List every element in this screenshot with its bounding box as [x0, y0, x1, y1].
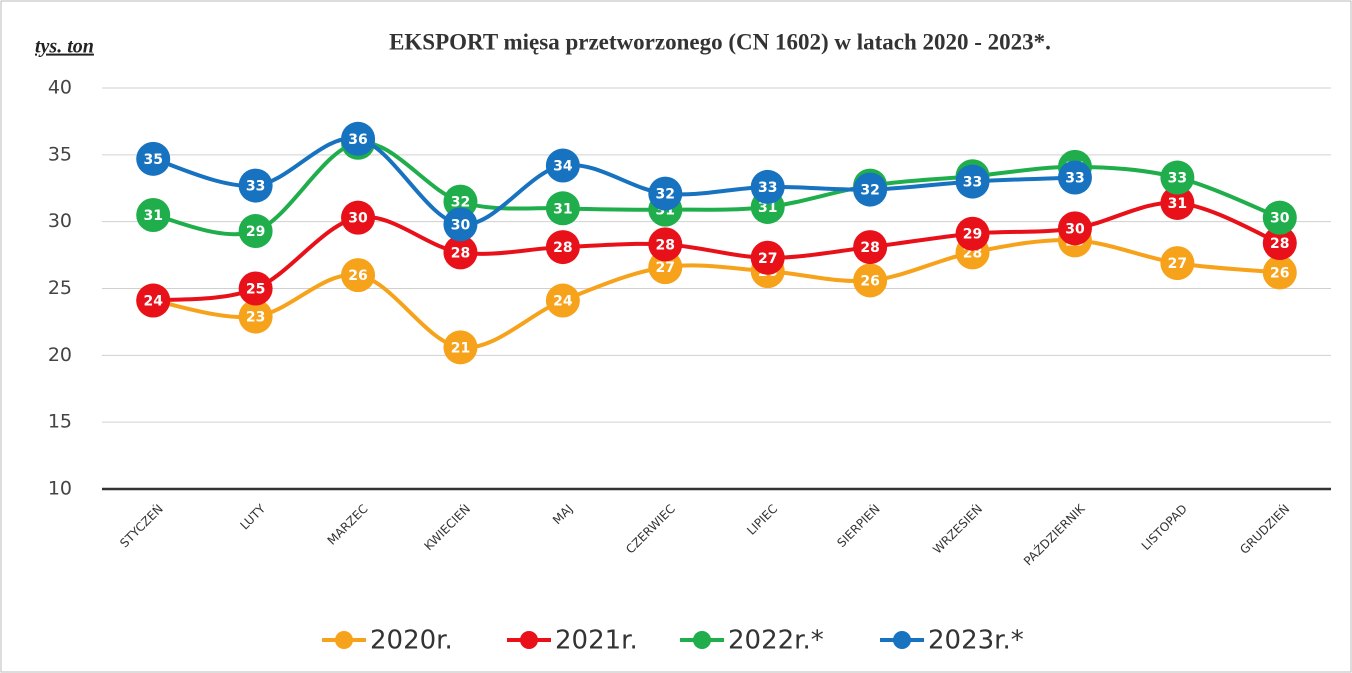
y-tick-label: 30: [48, 210, 72, 232]
data-label: 36: [348, 132, 367, 148]
point-marker: [545, 148, 580, 183]
data-label: 25: [246, 282, 265, 298]
y-tick-label: 15: [48, 411, 72, 433]
point-marker: [136, 141, 171, 176]
data-label: 33: [246, 179, 265, 195]
point-marker: [238, 271, 273, 306]
point-marker: [443, 330, 478, 365]
data-label: 33: [1168, 171, 1187, 187]
point-marker: [341, 121, 376, 156]
point-marker: [341, 258, 376, 293]
data-label: 28: [860, 240, 879, 256]
data-label: 30: [451, 217, 471, 233]
data-label: 28: [656, 237, 675, 253]
point-marker: [1057, 211, 1092, 246]
data-label: 27: [656, 260, 675, 276]
legend-label: 2020r.: [370, 626, 453, 656]
data-label: 30: [1270, 211, 1290, 227]
point-marker: [545, 283, 580, 318]
point-marker: [1160, 246, 1195, 281]
point-marker: [750, 169, 785, 204]
data-label: 35: [143, 152, 162, 168]
data-label: 26: [860, 273, 879, 289]
data-label: 32: [860, 183, 879, 199]
point-marker: [443, 235, 478, 270]
data-label: 31: [553, 201, 572, 217]
data-label: 29: [963, 227, 982, 243]
point-marker: [1262, 255, 1297, 290]
data-label: 26: [348, 268, 367, 284]
point-marker: [545, 230, 580, 265]
point-marker: [238, 214, 273, 249]
point-marker: [750, 240, 785, 275]
data-label: 31: [143, 208, 162, 224]
data-label: 34: [553, 159, 573, 175]
legend-label: 2022r.*: [728, 626, 824, 656]
point-marker: [648, 176, 683, 211]
legend-label: 2023r.*: [928, 626, 1024, 656]
point-marker: [1262, 200, 1297, 235]
data-label: 30: [348, 211, 368, 227]
legend-marker: [335, 631, 353, 649]
point-marker: [238, 168, 273, 203]
data-label: 28: [1270, 236, 1289, 252]
point-marker: [853, 263, 888, 298]
point-marker: [955, 216, 990, 251]
data-label: 21: [451, 340, 470, 356]
y-tick-label: 35: [48, 143, 72, 165]
point-marker: [1160, 185, 1195, 220]
point-marker: [341, 200, 376, 235]
y-tick-label: 10: [48, 478, 72, 500]
chart-title: EKSPORT mięsa przetworzonego (CN 1602) w…: [389, 29, 1051, 54]
data-label: 31: [758, 200, 777, 216]
data-label: 28: [553, 240, 572, 256]
data-label: 23: [246, 310, 265, 326]
legend-label: 2021r.: [555, 626, 638, 656]
point-marker: [648, 227, 683, 262]
point-marker: [853, 230, 888, 265]
data-label: 33: [758, 180, 777, 196]
y-tick-label: 40: [48, 77, 72, 99]
data-label: 32: [451, 195, 470, 211]
data-label: 33: [1065, 171, 1084, 187]
legend-marker: [520, 631, 538, 649]
point-marker: [545, 191, 580, 226]
point-marker: [443, 207, 478, 242]
y-axis-label: tys. ton: [35, 36, 94, 58]
data-label: 30: [1065, 221, 1085, 237]
point-marker: [853, 172, 888, 207]
data-label: 33: [963, 175, 982, 191]
data-label: 27: [1168, 256, 1187, 272]
data-label: 31: [1168, 196, 1187, 212]
data-label: 28: [451, 245, 470, 261]
data-label: 24: [143, 294, 163, 310]
legend-marker: [893, 631, 911, 649]
point-marker: [955, 164, 990, 199]
data-label: 32: [656, 187, 675, 203]
y-tick-label: 20: [48, 344, 72, 366]
point-marker: [136, 283, 171, 318]
point-marker: [238, 299, 273, 334]
point-marker: [1057, 160, 1092, 195]
series-line: [152, 136, 1076, 227]
data-label: 27: [758, 251, 777, 267]
data-label: 29: [246, 224, 265, 240]
y-tick-label: 25: [48, 277, 72, 299]
legend-marker: [693, 631, 711, 649]
data-label: 24: [553, 294, 573, 310]
point-marker: [136, 197, 171, 232]
point-marker: [1262, 226, 1297, 261]
point-marker: [1160, 160, 1195, 195]
data-label: 26: [1270, 265, 1289, 281]
